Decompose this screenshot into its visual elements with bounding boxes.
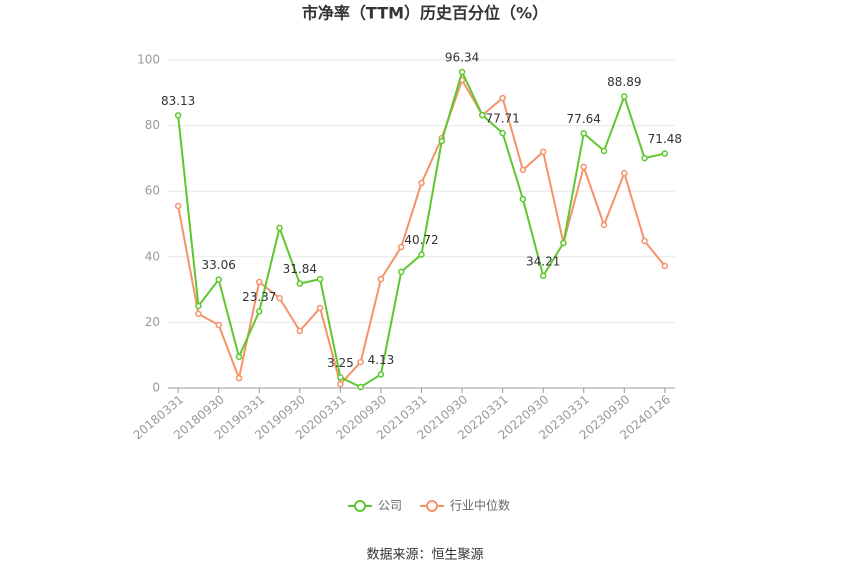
point	[296, 280, 304, 287]
point	[316, 304, 324, 312]
point	[621, 169, 628, 177]
point	[256, 278, 263, 286]
point	[539, 148, 547, 156]
point	[519, 195, 527, 203]
data-label: 96.34	[445, 51, 479, 65]
point	[641, 154, 648, 162]
source: 数据来源：恒生聚源	[366, 548, 483, 563]
data-label: 3.25	[327, 356, 354, 370]
y-tick-label: 40	[145, 249, 160, 263]
point	[256, 308, 263, 315]
data-label: 34.21	[526, 254, 560, 268]
point	[337, 380, 344, 388]
point	[560, 239, 567, 247]
data-label: 4.13	[368, 353, 395, 367]
point	[296, 327, 304, 335]
legend-item: 公司	[348, 499, 402, 513]
point	[580, 130, 587, 137]
point	[397, 268, 405, 276]
y-tick-label: 80	[145, 118, 160, 132]
chart-title: 市净率（TTM）历史百分位（%）	[302, 4, 548, 23]
data-label: 88.89	[607, 75, 641, 89]
data-label: 71.48	[648, 132, 682, 146]
data-label: 77.64	[567, 112, 601, 126]
point	[174, 202, 182, 210]
point	[195, 310, 202, 318]
point	[357, 358, 364, 366]
point	[276, 224, 283, 232]
point	[499, 94, 506, 102]
point	[600, 221, 608, 229]
point	[519, 166, 527, 174]
point	[438, 137, 446, 145]
legend-label: 公司	[378, 499, 402, 513]
point	[195, 302, 202, 310]
y-tick-label: 20	[145, 315, 160, 329]
data-label: 77.71	[485, 112, 519, 126]
legend-label: 行业中位数	[450, 498, 510, 513]
y-tick-label: 0	[152, 381, 160, 395]
legend-marker	[426, 500, 439, 512]
point	[580, 163, 587, 171]
point	[418, 251, 425, 258]
data-label: 23.37	[242, 290, 276, 304]
y-tick-label: 60	[145, 184, 160, 198]
point	[499, 129, 506, 137]
data-label: 40.72	[404, 233, 438, 247]
y-tick-label: 100	[137, 53, 160, 67]
data-label: 31.84	[283, 262, 317, 276]
point	[377, 371, 385, 378]
data-label: 33.06	[202, 258, 236, 272]
legend-item: 行业中位数	[420, 498, 510, 513]
point	[600, 147, 608, 155]
point	[276, 294, 283, 302]
point	[661, 150, 669, 157]
point	[661, 262, 669, 270]
point	[174, 112, 182, 119]
point	[377, 275, 385, 283]
point	[337, 374, 344, 381]
point	[479, 111, 486, 119]
point	[235, 374, 243, 382]
point	[621, 93, 628, 100]
point	[458, 68, 466, 76]
point	[418, 179, 425, 187]
point	[539, 272, 547, 280]
point	[397, 243, 405, 251]
point	[316, 275, 324, 283]
point	[641, 237, 648, 245]
point	[215, 276, 222, 283]
legend-marker	[354, 500, 366, 512]
point	[235, 353, 243, 361]
data-label: 83.13	[161, 94, 195, 108]
point	[357, 383, 364, 391]
point	[215, 321, 222, 329]
